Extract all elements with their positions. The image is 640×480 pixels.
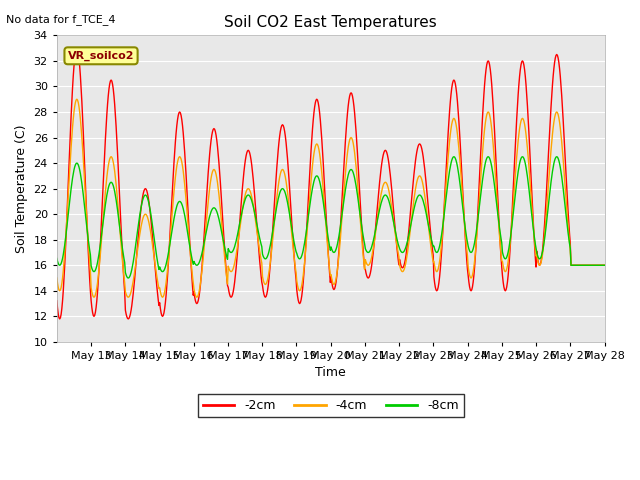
-2cm bbox=[419, 154, 427, 159]
-4cm bbox=[246, 189, 254, 195]
-4cm bbox=[419, 183, 427, 189]
Line: -2cm: -2cm bbox=[57, 48, 605, 319]
-2cm bbox=[246, 153, 254, 159]
-8cm bbox=[53, 255, 61, 261]
-4cm bbox=[118, 259, 126, 265]
Title: Soil CO2 East Temperatures: Soil CO2 East Temperatures bbox=[225, 15, 437, 30]
Text: VR_soilco2: VR_soilco2 bbox=[68, 51, 134, 61]
-4cm bbox=[53, 275, 61, 281]
-4cm bbox=[90, 294, 98, 300]
Line: -8cm: -8cm bbox=[57, 156, 605, 278]
-8cm bbox=[266, 242, 274, 248]
-4cm bbox=[601, 263, 609, 268]
-8cm bbox=[246, 193, 253, 199]
Y-axis label: Soil Temperature (C): Soil Temperature (C) bbox=[15, 124, 28, 253]
-2cm bbox=[601, 263, 609, 268]
-8cm bbox=[124, 275, 132, 281]
-8cm bbox=[601, 263, 609, 268]
-4cm bbox=[268, 253, 275, 259]
-2cm bbox=[53, 298, 61, 304]
-2cm bbox=[118, 254, 126, 260]
-8cm bbox=[450, 154, 458, 159]
-2cm bbox=[388, 195, 396, 201]
-4cm bbox=[73, 96, 81, 102]
X-axis label: Time: Time bbox=[316, 367, 346, 380]
-2cm bbox=[73, 45, 81, 51]
-4cm bbox=[388, 210, 396, 216]
-2cm bbox=[220, 225, 227, 230]
-8cm bbox=[117, 236, 125, 241]
Legend: -2cm, -4cm, -8cm: -2cm, -4cm, -8cm bbox=[198, 394, 463, 417]
Text: No data for f_TCE_4: No data for f_TCE_4 bbox=[6, 14, 116, 25]
-8cm bbox=[419, 196, 426, 202]
-2cm bbox=[56, 316, 63, 322]
-4cm bbox=[220, 239, 227, 244]
Line: -4cm: -4cm bbox=[57, 99, 605, 297]
-8cm bbox=[388, 210, 396, 216]
-2cm bbox=[268, 251, 275, 257]
-8cm bbox=[219, 234, 227, 240]
